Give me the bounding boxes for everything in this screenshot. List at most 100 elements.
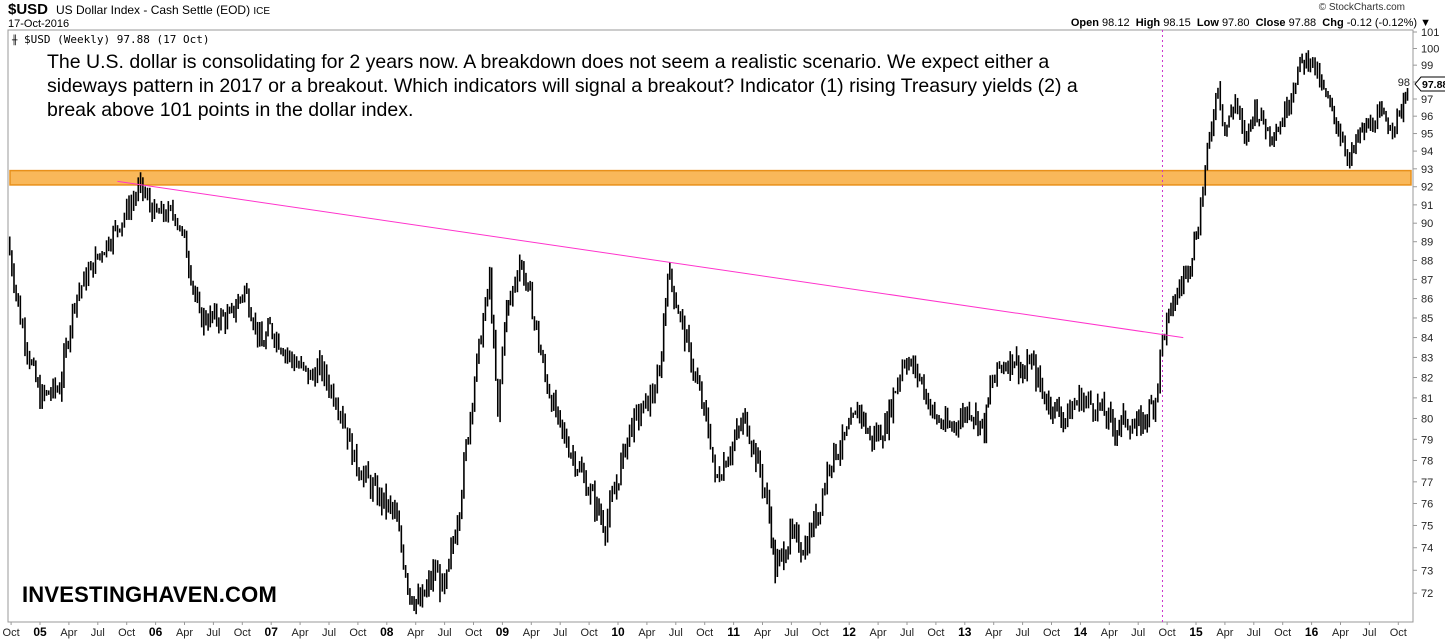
trendline [117, 180, 1184, 339]
low-label: Low [1196, 17, 1219, 29]
x-tick-label: Oct [118, 627, 135, 639]
low-value: 97.80 [1221, 17, 1250, 29]
chart-date: 17-Oct-2016 [8, 18, 70, 30]
open-label: Open [1070, 17, 1099, 29]
x-tick-label: Apr [754, 627, 771, 639]
y-tick-label: 80 [1421, 413, 1433, 425]
x-tick-label: Apr [407, 627, 424, 639]
y-tick-label: 84 [1421, 333, 1433, 345]
x-tick-label: 07 [265, 625, 279, 639]
high-value: 98.15 [1163, 17, 1191, 29]
y-tick-label: 101 [1421, 27, 1439, 39]
instrument-name: US Dollar Index - Cash Settle (EOD) ICE [56, 3, 270, 17]
last-value-label: 97.88 [1422, 79, 1445, 91]
x-tick-label: Jul [900, 627, 914, 639]
y-tick-label: 76 [1421, 499, 1433, 511]
x-tick-label: Jul [438, 627, 452, 639]
annotation-text: The U.S. dollar is consolidating for 2 y… [47, 51, 1078, 121]
y-tick-label: 87 [1421, 274, 1433, 286]
close-label: Close [1255, 17, 1286, 29]
x-tick-label: 09 [496, 625, 510, 639]
bar-type-icon: ╫ [12, 36, 18, 46]
open-value: 98.12 [1102, 17, 1130, 29]
y-tick-label: 85 [1421, 313, 1433, 325]
symbol: $USD [8, 1, 49, 18]
x-tick-label: Oct [3, 627, 20, 639]
x-tick-label: Oct [1274, 627, 1291, 639]
y-tick-label: 81 [1421, 393, 1433, 405]
x-tick-label: Jul [1362, 627, 1376, 639]
y-tick-label: 91 [1421, 200, 1433, 212]
y-tick-label: 98 [1398, 77, 1410, 89]
plot-frame [7, 29, 1414, 623]
x-tick-label: Jul [553, 627, 567, 639]
x-tick-label: Oct [349, 627, 366, 639]
x-tick-label: Jul [669, 627, 683, 639]
x-tick-label: Oct [696, 627, 713, 639]
x-tick-label: Oct [812, 627, 829, 639]
x-tick-label: Apr [870, 627, 887, 639]
high-label: High [1135, 17, 1161, 29]
last-value-tag [1414, 76, 1445, 92]
x-tick-label: Oct [234, 627, 251, 639]
x-tick-label: Jul [1016, 627, 1030, 639]
y-tick-label: 82 [1421, 373, 1433, 385]
chg-label: Chg [1322, 17, 1344, 29]
legend-text: $USD (Weekly) 97.88 (17 Oct) [24, 33, 210, 46]
y-tick-label: 96 [1421, 111, 1433, 123]
y-tick-label: 75 [1421, 520, 1433, 532]
y-tick-label: 74 [1421, 543, 1433, 555]
x-tick-label: Apr [1216, 627, 1233, 639]
x-tick-label: Jul [1247, 627, 1261, 639]
y-tick-label: 94 [1421, 146, 1433, 158]
x-tick-label: Oct [1390, 627, 1407, 639]
x-tick-label: Apr [985, 627, 1002, 639]
x-tick-label: Apr [638, 627, 655, 639]
stockcharts-credit[interactable]: © StockCharts.com [1318, 2, 1405, 13]
close-value: 97.88 [1288, 17, 1317, 29]
x-tick-label: 15 [1189, 625, 1203, 639]
x-tick-label: Oct [581, 627, 598, 639]
y-tick-label: 92 [1421, 182, 1433, 194]
y-tick-label: 97 [1421, 94, 1433, 106]
y-tick-label: 89 [1421, 237, 1433, 249]
exchange: ICE [253, 6, 271, 17]
y-tick-label: 100 [1421, 43, 1439, 55]
x-tick-label: Oct [927, 627, 944, 639]
price-bars [8, 50, 1409, 615]
x-tick-label: Apr [1101, 627, 1118, 639]
x-tick-label: Oct [465, 627, 482, 639]
y-tick-label: 78 [1421, 455, 1433, 467]
y-tick-label: 88 [1421, 255, 1433, 267]
x-tick-label: 12 [843, 625, 857, 639]
x-tick-label: 05 [33, 625, 47, 639]
x-tick-label: Apr [523, 627, 540, 639]
dropdown-arrow-icon[interactable]: ▼ [1420, 17, 1431, 29]
x-tick-label: Apr [292, 627, 309, 639]
x-tick-label: 10 [611, 625, 625, 639]
x-tick-label: 08 [380, 625, 394, 639]
x-tick-label: Apr [176, 627, 193, 639]
x-tick-label: Jul [206, 627, 220, 639]
y-tick-label: 73 [1421, 565, 1433, 577]
x-tick-label: Jul [784, 627, 798, 639]
y-tick-label-backdrop [1396, 75, 1411, 88]
x-tick-label: Jul [91, 627, 105, 639]
ohlc-readout: Open 98.12 High 98.15 Low 97.80 Close 97… [1071, 17, 1431, 29]
x-tick-label: 06 [149, 625, 163, 639]
x-tick-label: 14 [1074, 625, 1088, 639]
chart-legend: ╫ $USD (Weekly) 97.88 (17 Oct) [12, 33, 209, 46]
x-tick-label: Jul [1131, 627, 1145, 639]
x-tick-label: 11 [727, 625, 740, 639]
y-tick-label: 93 [1421, 164, 1433, 176]
chg-value: -0.12 (-0.12%) [1346, 17, 1418, 29]
brand-watermark: INVESTINGHAVEN.COM [22, 582, 277, 607]
x-tick-label: Oct [1043, 627, 1060, 639]
y-tick-label: 95 [1421, 129, 1433, 141]
instrument-title: US Dollar Index - Cash Settle (EOD) [56, 3, 251, 17]
y-tick-label: 72 [1421, 588, 1433, 600]
y-tick-label: 86 [1421, 294, 1433, 306]
y-tick-label: 79 [1421, 434, 1433, 446]
y-tick-label: 90 [1421, 218, 1433, 230]
